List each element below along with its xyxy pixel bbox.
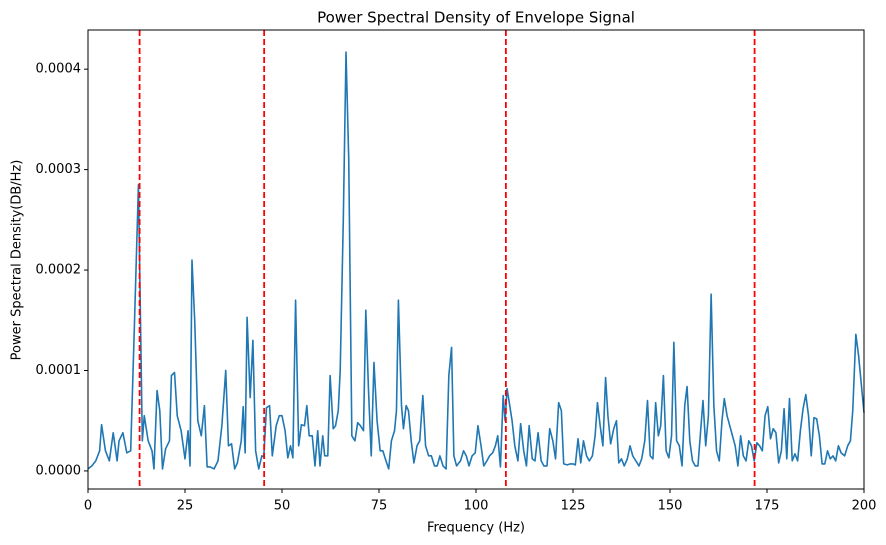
x-tick-label: 25 xyxy=(177,499,194,514)
y-tick-label: 0.0003 xyxy=(36,162,82,177)
x-tick-label: 0 xyxy=(84,499,92,514)
y-tick-label: 0.0001 xyxy=(36,363,82,378)
x-tick-label: 100 xyxy=(464,499,489,514)
x-tick-label: 200 xyxy=(852,499,877,514)
y-tick-label: 0.0002 xyxy=(36,263,82,278)
y-tick-label: 0.0000 xyxy=(36,463,82,478)
plot-frame xyxy=(87,29,865,490)
y-tick-label: 0.0004 xyxy=(36,62,82,77)
x-axis-label: Frequency (Hz) xyxy=(427,521,525,536)
chart-title: Power Spectral Density of Envelope Signa… xyxy=(317,9,635,27)
x-tick-label: 150 xyxy=(658,499,683,514)
x-tick-label: 75 xyxy=(371,499,388,514)
x-tick-label: 50 xyxy=(274,499,291,514)
x-tick-label: 125 xyxy=(561,499,586,514)
x-tick-label: 175 xyxy=(755,499,780,514)
psd-line xyxy=(87,51,865,470)
y-axis-label: Power Spectral Density(DB/Hz) xyxy=(10,160,25,361)
